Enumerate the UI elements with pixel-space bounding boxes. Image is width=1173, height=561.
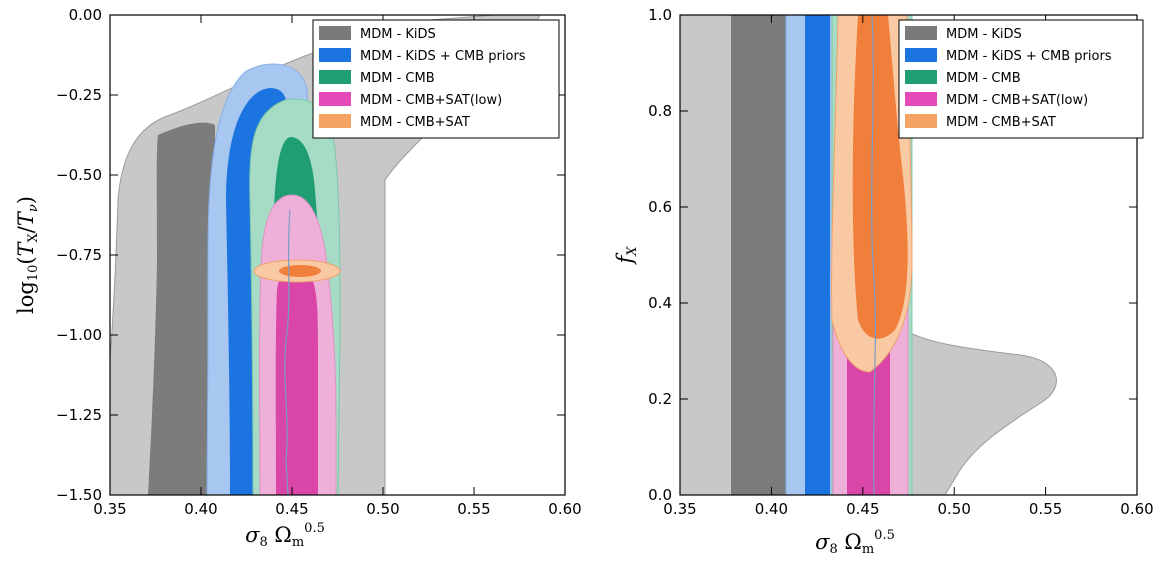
- left-xtick-label: 0.35: [93, 500, 126, 518]
- kids-68-contour-right: [731, 15, 786, 495]
- left-ytick-label: −1.50: [56, 486, 102, 504]
- right-panel: 0.35 0.40 0.45 0.50 0.55 0.60 0.0 0.2 0.4 0.6 0.8…: [613, 6, 1154, 557]
- right-thin-curve: [871, 15, 877, 495]
- left-contours: [110, 15, 541, 495]
- left-ylabel: log10(TX/Tν): [14, 196, 41, 314]
- left-xtick-label: 0.55: [457, 500, 490, 518]
- right-ytick-label: 0.0: [648, 486, 672, 504]
- left-legend-swatch: [319, 26, 351, 40]
- right-legend-swatch: [905, 114, 937, 128]
- left-thin-curve: [284, 209, 291, 495]
- right-ytick-label: 0.4: [648, 294, 672, 312]
- right-ytick-label: 0.6: [648, 198, 672, 216]
- left-legend-label: MDM - KiDS: [360, 27, 436, 42]
- cmb-sat-68-contour-right: [852, 15, 908, 339]
- right-legend-frame: [898, 19, 1144, 139]
- left-legend-swatch: [319, 70, 351, 84]
- left-legend-label: MDM - KiDS + CMB priors: [360, 49, 526, 64]
- left-ytick-label: 0.00: [69, 6, 102, 24]
- kids-68-contour: [148, 122, 215, 495]
- cmb-sat-68-contour: [279, 265, 321, 277]
- right-legend: MDM - KiDS MDM - KiDS + CMB priors MDM - C…: [898, 19, 1144, 139]
- right-x-ticks: 0.35 0.40 0.45 0.50 0.55 0.60: [663, 15, 1154, 518]
- right-contours: [680, 15, 1057, 495]
- right-xtick-label: 0.55: [1029, 500, 1062, 518]
- right-legend-swatch: [905, 48, 937, 62]
- left-ytick-label: −0.25: [56, 86, 102, 104]
- right-legend-label: MDM - CMB+SAT(low): [946, 93, 1088, 108]
- right-legend-label: MDM - KiDS + CMB priors: [946, 49, 1112, 64]
- cmb-sat-low-68-contour: [275, 271, 318, 495]
- right-legend-swatch: [905, 92, 937, 106]
- right-xtick-label: 0.45: [846, 500, 879, 518]
- left-legend-entries: MDM - KiDS MDM - KiDS + CMB priors MDM - C…: [319, 26, 526, 130]
- right-axes-frame: [679, 14, 1138, 496]
- left-panel: 0.35 0.40 0.45 0.50 0.55 0.60 0.00 −0.25 −0.50 −…: [14, 6, 582, 550]
- left-ytick-label: −0.75: [56, 246, 102, 264]
- left-legend-swatch: [319, 114, 351, 128]
- right-legend-label: MDM - KiDS: [946, 27, 1022, 42]
- right-ytick-label: 0.8: [648, 102, 672, 120]
- left-legend-label: MDM - CMB: [360, 71, 435, 86]
- left-xtick-label: 0.50: [366, 500, 399, 518]
- right-legend-entries: MDM - KiDS MDM - KiDS + CMB priors MDM - C…: [905, 26, 1112, 130]
- right-ytick-label: 1.0: [648, 6, 672, 24]
- right-xtick-label: 0.40: [755, 500, 788, 518]
- right-y-ticks: 0.0 0.2 0.4 0.6 0.8 1.0: [648, 6, 1137, 504]
- right-xlabel: σ8 Ωm0.5: [815, 528, 895, 557]
- left-legend-swatch: [319, 92, 351, 106]
- left-xtick-label: 0.60: [548, 500, 581, 518]
- left-ytick-label: −1.25: [56, 406, 102, 424]
- left-xtick-label: 0.40: [184, 500, 217, 518]
- left-legend-frame: [312, 19, 560, 139]
- left-ytick-label: −0.50: [56, 166, 102, 184]
- right-legend-swatch: [905, 26, 937, 40]
- right-legend-swatch: [905, 70, 937, 84]
- right-ylabel: fX: [613, 246, 640, 266]
- left-legend: MDM - KiDS MDM - KiDS + CMB priors MDM - C…: [312, 19, 560, 139]
- right-ytick-label: 0.2: [648, 390, 672, 408]
- left-y-ticks: 0.00 −0.25 −0.50 −0.75 −1.00 −1.25 −1.50: [56, 6, 565, 504]
- right-xtick-label: 0.50: [937, 500, 970, 518]
- kids-cmb-priors-68-contour-right: [805, 15, 830, 495]
- left-ytick-label: −1.00: [56, 326, 102, 344]
- right-xtick-label: 0.60: [1120, 500, 1153, 518]
- left-xlabel: σ8 Ωm0.5: [245, 521, 325, 550]
- left-legend-swatch: [319, 48, 351, 62]
- left-x-ticks: 0.35 0.40 0.45 0.50 0.55 0.60: [93, 15, 582, 518]
- left-legend-label: MDM - CMB+SAT: [360, 115, 470, 130]
- left-xtick-label: 0.45: [275, 500, 308, 518]
- right-xtick-label: 0.35: [663, 500, 696, 518]
- right-legend-label: MDM - CMB: [946, 71, 1021, 86]
- right-legend-label: MDM - CMB+SAT: [946, 115, 1056, 130]
- left-legend-label: MDM - CMB+SAT(low): [360, 93, 502, 108]
